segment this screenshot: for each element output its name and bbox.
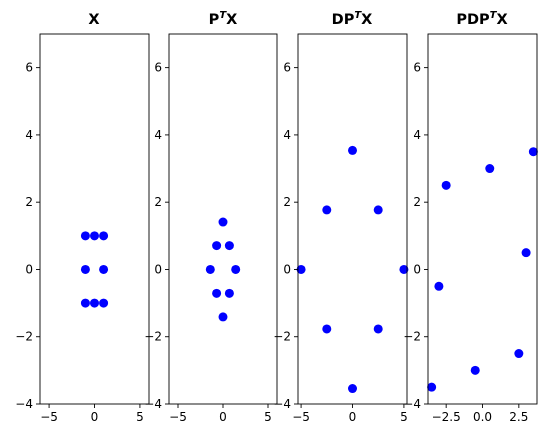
y-tick-label: 0 xyxy=(25,262,33,276)
data-point xyxy=(205,264,215,274)
axes-frame xyxy=(297,33,408,405)
data-point xyxy=(514,349,524,359)
y-tick-label: −4 xyxy=(15,397,33,411)
x-tick-label: −5 xyxy=(169,410,187,424)
data-point xyxy=(485,164,495,174)
axes-frame xyxy=(39,33,150,405)
y-tick-label: 6 xyxy=(154,61,162,75)
axes-frame xyxy=(427,33,538,405)
panel-title: PTX xyxy=(209,10,238,28)
y-tick-label: −2 xyxy=(15,330,33,344)
data-point xyxy=(80,298,90,308)
x-tick-label: 5 xyxy=(136,410,144,424)
data-point xyxy=(224,288,234,298)
data-point xyxy=(231,264,241,274)
y-tick-label: −2 xyxy=(403,330,421,344)
data-point xyxy=(521,248,531,258)
y-tick-label: 6 xyxy=(25,61,33,75)
data-point xyxy=(80,231,90,241)
data-point xyxy=(90,231,99,241)
data-point xyxy=(434,281,444,291)
y-tick-label: 0 xyxy=(413,262,421,276)
data-point xyxy=(99,264,109,274)
data-point xyxy=(212,241,222,251)
y-tick-label: 4 xyxy=(283,128,291,142)
y-tick-label: −2 xyxy=(273,330,291,344)
data-point xyxy=(399,264,409,274)
x-tick-label: 0 xyxy=(219,410,227,424)
data-point xyxy=(470,365,480,375)
y-tick-label: 2 xyxy=(413,195,421,209)
y-tick-label: −4 xyxy=(144,397,162,411)
y-tick-label: 2 xyxy=(283,195,291,209)
data-point xyxy=(373,324,383,334)
y-tick-label: −2 xyxy=(144,330,162,344)
x-tick-label: 0.0 xyxy=(473,410,492,424)
y-tick-label: 2 xyxy=(25,195,33,209)
y-tick-label: 6 xyxy=(413,61,421,75)
panel-x: X −5 0 5 −4 −2 0 2 4 6 xyxy=(15,12,150,424)
data-point xyxy=(218,217,228,227)
data-point xyxy=(348,384,357,394)
x-tick-label: 5 xyxy=(400,410,408,424)
panel-ptx: PTX −5 0 5 −4 −2 0 2 4 6 xyxy=(144,10,278,424)
x-tick-label: 5 xyxy=(264,410,272,424)
panel-title: DPTX xyxy=(332,10,373,28)
panel-title: X xyxy=(88,12,99,28)
y-tick-label: 0 xyxy=(283,262,291,276)
y-tick-label: −4 xyxy=(403,397,421,411)
x-tick-label: 0 xyxy=(91,410,99,424)
y-tick-label: 4 xyxy=(154,128,162,142)
y-tick-label: 4 xyxy=(25,128,33,142)
data-point xyxy=(80,264,90,274)
data-point xyxy=(90,298,99,308)
x-tick-label: 2.5 xyxy=(509,410,528,424)
x-tick-label: −5 xyxy=(292,410,310,424)
panel-pdptx: PDPTX −2.5 0.0 2.5 −4 −2 0 2 4 6 xyxy=(403,10,538,424)
data-point xyxy=(427,382,437,392)
panel-dptx: DPTX −5 0 5 −4 −2 0 2 4 6 xyxy=(273,10,409,424)
data-point xyxy=(224,241,234,251)
y-tick-label: −4 xyxy=(273,397,291,411)
data-point xyxy=(322,324,332,334)
panel-title: PDPTX xyxy=(456,10,507,28)
data-point xyxy=(322,205,332,215)
data-point xyxy=(99,298,109,308)
data-point xyxy=(348,145,357,155)
data-point xyxy=(528,147,538,157)
data-point xyxy=(296,264,306,274)
y-tick-label: 6 xyxy=(283,61,291,75)
data-point xyxy=(212,288,222,298)
x-tick-label: −5 xyxy=(40,410,58,424)
y-tick-label: 2 xyxy=(154,195,162,209)
data-point xyxy=(218,312,228,322)
y-tick-label: 4 xyxy=(413,128,421,142)
y-tick-label: 0 xyxy=(154,262,162,276)
data-point xyxy=(99,231,109,241)
data-point xyxy=(373,205,383,215)
data-point xyxy=(441,180,451,190)
x-tick-label: 0 xyxy=(349,410,357,424)
x-tick-label: −2.5 xyxy=(432,410,461,424)
